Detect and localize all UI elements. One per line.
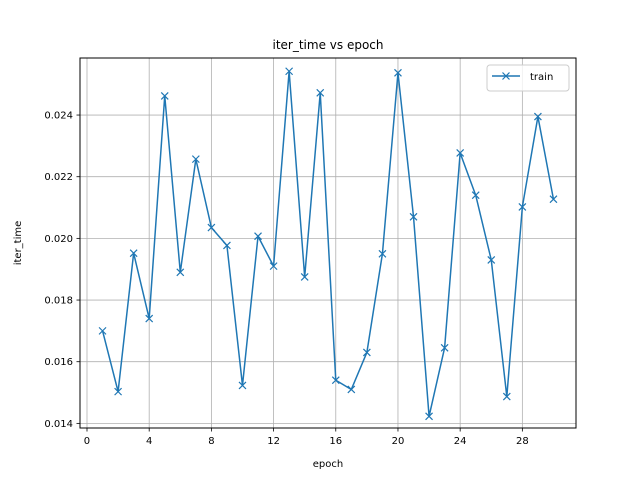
y-tick-label: 0.022 xyxy=(44,172,73,183)
chart-title: iter_time vs epoch xyxy=(273,38,384,52)
y-axis-ticks: 0.014 0.016 0.018 0.020 0.022 0.024 xyxy=(44,111,80,430)
data-point-marker xyxy=(269,262,278,271)
series-line-train xyxy=(101,70,555,418)
data-point-marker xyxy=(533,112,542,121)
data-point-marker xyxy=(409,212,418,221)
data-point-marker xyxy=(114,387,123,396)
data-point-marker xyxy=(362,348,371,357)
data-point-marker xyxy=(425,412,433,421)
x-tick-label: 12 xyxy=(267,436,280,447)
data-point-marker xyxy=(285,67,294,76)
y-tick-label: 0.014 xyxy=(44,419,73,430)
data-point-marker xyxy=(238,381,247,390)
legend-marker xyxy=(502,72,510,80)
data-point-marker xyxy=(487,256,496,264)
data-point-marker xyxy=(440,343,449,352)
x-tick-label: 20 xyxy=(392,436,405,447)
data-point-marker xyxy=(378,249,387,258)
data-point-marker xyxy=(347,385,356,394)
x-tick-label: 16 xyxy=(329,436,342,447)
data-point-marker xyxy=(254,232,262,241)
y-axis-label: iter_time xyxy=(13,221,24,266)
data-point-marker xyxy=(316,88,325,97)
data-point-marker xyxy=(129,249,138,258)
data-point-marker xyxy=(176,268,185,277)
plot-frame xyxy=(79,57,577,429)
data-point-marker xyxy=(502,392,511,401)
y-tick-label: 0.024 xyxy=(44,111,73,122)
data-point-marker xyxy=(471,191,480,200)
data-point-marker xyxy=(394,68,402,77)
x-tick-label: 8 xyxy=(208,436,214,447)
data-point-marker xyxy=(191,155,200,164)
data-point-marker xyxy=(331,376,340,385)
x-axis-ticks: 0 4 8 12 16 20 24 28 xyxy=(84,428,529,447)
legend-box xyxy=(486,64,570,92)
data-point-marker xyxy=(98,326,107,335)
x-tick-label: 28 xyxy=(516,436,529,447)
data-point-marker xyxy=(160,92,169,100)
x-axis-label: epoch xyxy=(313,459,343,470)
data-point-marker xyxy=(145,314,154,323)
data-point-marker xyxy=(518,203,527,211)
y-tick-label: 0.020 xyxy=(44,234,73,245)
legend: train xyxy=(486,64,570,92)
x-tick-label: 4 xyxy=(146,436,152,447)
data-point-marker xyxy=(223,241,231,250)
data-point-marker xyxy=(456,149,465,157)
series-layer xyxy=(98,67,558,421)
x-tick-label: 24 xyxy=(454,436,467,447)
data-point-marker xyxy=(549,195,558,204)
y-tick-label: 0.016 xyxy=(44,357,73,368)
legend-label-train: train xyxy=(530,72,553,83)
data-point-marker xyxy=(207,223,216,232)
data-point-marker xyxy=(300,272,309,281)
x-tick-label: 0 xyxy=(84,436,90,447)
y-tick-label: 0.018 xyxy=(44,296,73,307)
